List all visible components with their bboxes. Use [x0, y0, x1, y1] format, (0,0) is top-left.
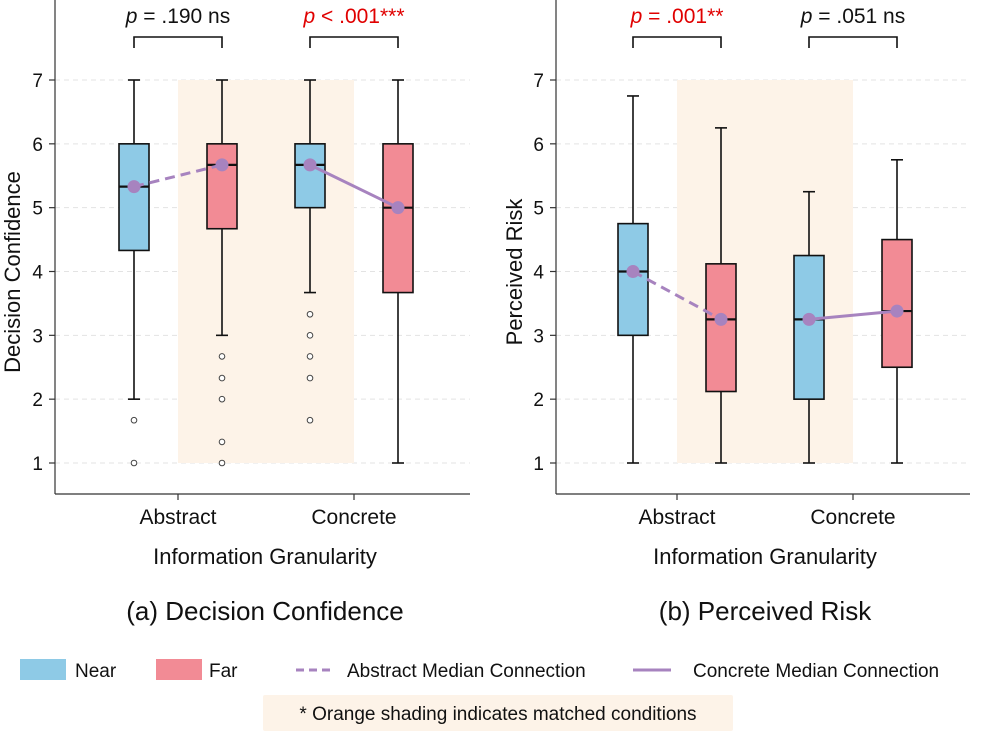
y-tick-label: 1 [32, 454, 43, 475]
legend-swatch-far [156, 659, 202, 680]
legend: Near Far Abstract Median Connection Concret… [20, 659, 939, 682]
iqr-box [206, 143, 238, 230]
outlier-point [306, 374, 314, 382]
p-value-text: < .001*** [315, 5, 404, 28]
outlier-point [306, 332, 314, 339]
iqr-box [118, 143, 150, 252]
concrete-median-connection [808, 309, 898, 321]
significance-label: p = .190 ns [125, 5, 231, 28]
median-marker [391, 201, 405, 215]
legend-label: Near [75, 661, 117, 682]
y-tick-label: 7 [32, 71, 43, 92]
matched-condition-shading [178, 80, 354, 463]
legend-swatch-near [20, 659, 66, 680]
median-marker [127, 180, 141, 194]
p-value-text: = .190 ns [137, 5, 230, 28]
median-marker [802, 312, 816, 326]
y-tick-label: 2 [32, 390, 43, 411]
legend-label: Abstract Median Connection [347, 661, 586, 682]
x-tick-label: Concrete [311, 506, 396, 529]
significance-label: p = .001** [630, 5, 724, 28]
panel-caption: (a) Decision Confidence [126, 596, 403, 626]
y-tick-label: 7 [533, 71, 544, 92]
x-axis-label: Information Granularity [653, 544, 877, 569]
p-value-text: = .001** [642, 5, 723, 28]
median-marker [714, 312, 728, 326]
box-abstract-near [617, 95, 649, 464]
outlier-point [218, 395, 226, 403]
significance-bracket [808, 36, 898, 48]
median-marker [303, 158, 317, 172]
y-tick-label: 4 [32, 263, 43, 284]
panel-caption: (b) Perceived Risk [659, 596, 872, 626]
y-axis-label: Perceived Risk [502, 198, 527, 346]
outlier-point [306, 416, 314, 424]
y-tick-label: 4 [533, 263, 544, 284]
concrete-median-connection [309, 163, 399, 210]
shading-note-text: * Orange shading indicates matched condi… [299, 704, 696, 725]
box-concrete-near [793, 190, 825, 464]
outlier-point [306, 310, 314, 318]
outlier-point [130, 416, 138, 424]
box-concrete-near [294, 79, 326, 424]
y-axis-label: Decision Confidence [0, 171, 25, 373]
p-symbol: p [302, 5, 315, 28]
box-abstract-far [705, 127, 737, 464]
y-tick-label: 5 [32, 199, 43, 220]
iqr-box [793, 254, 825, 400]
p-value-text: = .051 ns [812, 5, 905, 28]
box-abstract-near [118, 79, 150, 467]
significance-bracket [133, 36, 223, 48]
significance-label: p = .051 ns [800, 5, 906, 28]
p-symbol: p [630, 5, 643, 28]
iqr-box [705, 263, 737, 393]
outlier-point [218, 438, 226, 446]
y-tick-label: 3 [32, 326, 43, 347]
matched-condition-shading [677, 80, 853, 463]
median-marker [626, 265, 640, 278]
y-tick-label: 3 [533, 326, 544, 347]
outlier-point [218, 374, 226, 382]
iqr-box [617, 222, 649, 337]
legend-label: Far [209, 661, 238, 682]
legend-label: Concrete Median Connection [693, 661, 939, 682]
iqr-box [294, 143, 326, 209]
abstract-median-connection [632, 270, 722, 321]
p-symbol: p [125, 5, 138, 28]
x-tick-label: Abstract [139, 506, 216, 529]
x-tick-label: Abstract [638, 506, 715, 529]
outlier-point [218, 353, 226, 360]
median-marker [215, 158, 229, 172]
median-marker [890, 304, 904, 318]
x-tick-label: Concrete [810, 506, 895, 529]
outlier-point [218, 459, 226, 467]
significance-bracket [309, 36, 399, 48]
x-axis-label: Information Granularity [153, 544, 377, 569]
box-concrete-far [382, 79, 414, 464]
outlier-point [306, 353, 314, 360]
y-tick-label: 1 [533, 454, 544, 475]
y-tick-label: 6 [533, 135, 544, 156]
significance-bracket [632, 36, 722, 48]
significance-label: p < .001*** [302, 5, 404, 28]
shading-note-box [263, 695, 733, 731]
box-abstract-far [206, 79, 238, 467]
y-tick-label: 5 [533, 199, 544, 220]
y-tick-label: 2 [533, 390, 544, 411]
iqr-box [382, 143, 414, 294]
iqr-box [881, 238, 913, 369]
y-tick-label: 6 [32, 135, 43, 156]
outlier-point [130, 459, 138, 467]
p-symbol: p [800, 5, 813, 28]
